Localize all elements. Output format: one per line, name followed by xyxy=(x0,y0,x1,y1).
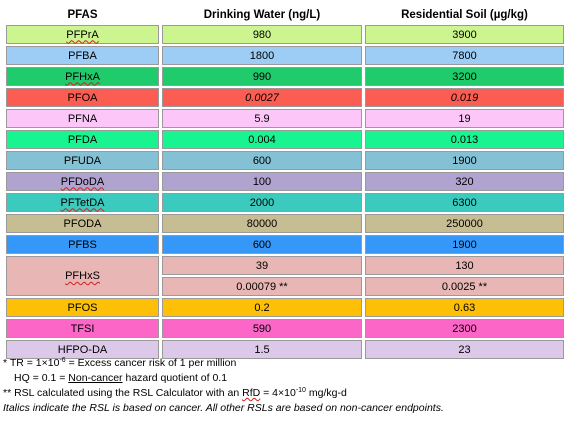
pfas-name: PFTetDA xyxy=(6,193,159,212)
footnote-hq: HQ = 0.1 = Non-cancer hazard quotient of… xyxy=(14,372,228,384)
table-row: 0.00079 ** 0.0025 ** xyxy=(6,277,564,296)
footnotes: * TR = 1×10-6 = Excess cancer risk of 1 … xyxy=(3,356,563,416)
table-row: PFHxS 39 130 xyxy=(6,256,564,296)
drinking-water-value: 0.004 xyxy=(162,130,362,149)
residential-soil-value: 250000 xyxy=(365,214,564,233)
residential-soil-value: 0.013 xyxy=(365,130,564,149)
drinking-water-value: 990 xyxy=(162,67,362,86)
drinking-water-value: 590 xyxy=(162,319,362,338)
table-row: PFPrA 980 3900 xyxy=(6,25,564,44)
residential-soil-value: 1900 xyxy=(365,235,564,254)
table-row: TFSI 590 2300 xyxy=(6,319,564,338)
drinking-water-value: 600 xyxy=(162,151,362,170)
pfas-name: PFNA xyxy=(6,109,159,128)
table-row: PFBA 1800 7800 xyxy=(6,46,564,65)
header-residential-soil: Residential Soil (µg/kg) xyxy=(365,6,564,23)
residential-soil-value: 6300 xyxy=(365,193,564,212)
drinking-water-value: 1800 xyxy=(162,46,362,65)
table-row: PFNA 5.9 19 xyxy=(6,109,564,128)
drinking-water-value: 5.9 xyxy=(162,109,362,128)
footnote-italics: Italics indicate the RSL is based on can… xyxy=(3,402,444,414)
pfas-name: PFODA xyxy=(6,214,159,233)
residential-soil-value: 3200 xyxy=(365,67,564,86)
drinking-water-value: 980 xyxy=(162,25,362,44)
residential-soil-value: 0.019 xyxy=(365,88,564,107)
residential-soil-value: 7800 xyxy=(365,46,564,65)
residential-soil-value: 0.63 xyxy=(365,298,564,317)
drinking-water-value: 0.00079 ** xyxy=(162,277,362,296)
residential-soil-value: 2300 xyxy=(365,319,564,338)
residential-soil-value: 1900 xyxy=(365,151,564,170)
pfas-name: PFOA xyxy=(6,88,159,107)
pfas-name: HFPO-DA xyxy=(6,340,159,359)
pfas-name: PFBS xyxy=(6,235,159,254)
pfas-name: PFBA xyxy=(6,46,159,65)
residential-soil-value: 130 xyxy=(365,256,564,275)
pfas-name: PFPrA xyxy=(6,25,159,44)
table-row: PFDA 0.004 0.013 xyxy=(6,130,564,149)
table-row: PFDoDA 100 320 xyxy=(6,172,564,191)
pfas-name: PFUDA xyxy=(6,151,159,170)
table-row: PFUDA 600 1900 xyxy=(6,151,564,170)
drinking-water-value: 600 xyxy=(162,235,362,254)
residential-soil-value: 320 xyxy=(365,172,564,191)
header-pfas: PFAS xyxy=(6,6,159,23)
drinking-water-value: 0.0027 xyxy=(162,88,362,107)
pfas-name: PFDA xyxy=(6,130,159,149)
table-row: PFOS 0.2 0.63 xyxy=(6,298,564,317)
pfas-name: PFHxA xyxy=(6,67,159,86)
table-row: PFHxA 990 3200 xyxy=(6,67,564,86)
drinking-water-value: 80000 xyxy=(162,214,362,233)
residential-soil-value: 3900 xyxy=(365,25,564,44)
drinking-water-value: 0.2 xyxy=(162,298,362,317)
footnote-tr: * TR = 1×10-6 = Excess cancer risk of 1 … xyxy=(3,357,237,369)
drinking-water-value: 100 xyxy=(162,172,362,191)
drinking-water-value: 1.5 xyxy=(162,340,362,359)
non-cancer-link: Non-cancer xyxy=(68,372,123,384)
table-row: PFODA 80000 250000 xyxy=(6,214,564,233)
table-row: PFOA 0.0027 0.019 xyxy=(6,88,564,107)
residential-soil-value: 0.0025 ** xyxy=(365,277,564,296)
pfas-name: PFHxS xyxy=(6,256,159,296)
header-row: PFAS Drinking Water (ng/L) Residential S… xyxy=(6,6,564,23)
drinking-water-value: 2000 xyxy=(162,193,362,212)
residential-soil-value: 19 xyxy=(365,109,564,128)
pfas-name: PFOS xyxy=(6,298,159,317)
drinking-water-value: 39 xyxy=(162,256,362,275)
table-row: PFTetDA 2000 6300 xyxy=(6,193,564,212)
residential-soil-value: 23 xyxy=(365,340,564,359)
header-drinking-water: Drinking Water (ng/L) xyxy=(162,6,362,23)
table-row: PFBS 600 1900 xyxy=(6,235,564,254)
pfas-name: PFDoDA xyxy=(6,172,159,191)
table-row: HFPO-DA 1.5 23 xyxy=(6,340,564,359)
pfas-name: TFSI xyxy=(6,319,159,338)
footnote-rsl-calculator: ** RSL calculated using the RSL Calculat… xyxy=(3,387,347,399)
pfas-rsl-table: PFAS Drinking Water (ng/L) Residential S… xyxy=(3,4,567,361)
